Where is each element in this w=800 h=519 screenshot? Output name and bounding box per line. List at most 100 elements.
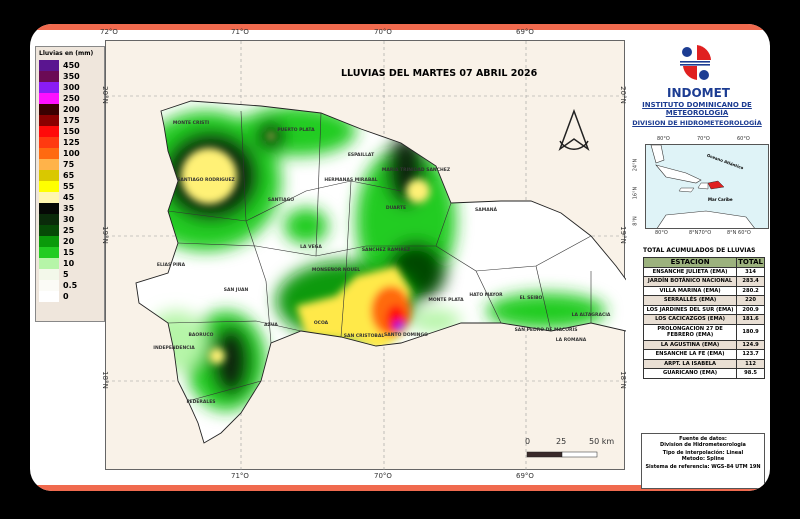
legend-item: 150 <box>39 126 101 137</box>
map-title: LLUVIAS DEL MARTES 07 ABRIL 2026 <box>341 68 538 79</box>
lat-label: 20°N <box>100 86 109 104</box>
inset-lat: 8°N <box>632 216 639 226</box>
legend-item: 100 <box>39 148 101 159</box>
lon-label: 69°O <box>516 472 534 480</box>
legend-swatch <box>39 247 59 258</box>
method: Metodo: Spline <box>681 456 725 462</box>
legend-label: 250 <box>63 94 80 103</box>
north-arrow-icon <box>558 108 590 152</box>
legend-swatch <box>39 269 59 280</box>
total: 200.9 <box>736 304 765 315</box>
table-row: ARPT. LA ISABELA 112 <box>642 358 765 369</box>
col-header: TOTAL <box>736 257 765 268</box>
legend-label: 150 <box>63 127 80 136</box>
inset-lon: 8°N 60°O <box>727 230 751 236</box>
info-panel: INDOMET INSTITUTO DOMINICANO DE METEOROL… <box>627 40 769 489</box>
rainfall-table: ESTACION TOTAL ENSANCHE JULIETA (EMA) 314 J… <box>642 257 765 379</box>
legend-label: 25 <box>63 226 75 235</box>
legend-item: 20 <box>39 236 101 247</box>
legend-title: Lluvias en (mm) <box>39 50 94 57</box>
station: GUARICANO (EMA) <box>642 368 738 379</box>
legend-label: 55 <box>63 182 75 191</box>
legend-label: 65 <box>63 171 75 180</box>
province-label: SAMANÁ <box>475 206 497 213</box>
legend-label: 20 <box>63 237 75 246</box>
legend-swatch <box>39 170 59 181</box>
province-label: SAN PEDRO DE MACORIS <box>515 327 578 333</box>
legend-swatch <box>39 60 59 71</box>
table-row: SERRALLÉS (EMA) 220 <box>642 295 765 306</box>
inset-lon: 8°N70°O <box>689 230 712 236</box>
station: ENSANCHE LA FE (EMA) <box>642 349 738 360</box>
station: ARPT. LA ISABELA <box>642 358 738 369</box>
province-boundaries <box>167 110 592 402</box>
province-label: SANTO DOMINGO <box>384 332 428 338</box>
lat-label: 18°N <box>618 371 627 389</box>
col-header: ESTACION <box>642 257 738 268</box>
total: 314 <box>736 266 765 277</box>
legend-item: 0 <box>39 291 101 302</box>
province-label: INDEPENDENCIA <box>153 345 195 351</box>
province-label: EL SEIBO <box>520 295 543 301</box>
legend-swatch <box>39 126 59 137</box>
legend-item: 15 <box>39 247 101 258</box>
legend-label: 200 <box>63 105 80 114</box>
org-line2: DIVISION DE HIDROMETEOROLOGÍA <box>632 119 762 127</box>
legend-swatch <box>39 214 59 225</box>
province-label: HERMANAS MIRABAL <box>324 177 377 183</box>
province-label: SAN JUAN <box>224 287 249 293</box>
station: PROLONGACION 27 DE FEBRERO (EMA) <box>642 323 738 341</box>
station: ENSANCHE JULIETA (EMA) <box>642 266 738 277</box>
station: VILLA MARINA (EMA) <box>642 285 738 296</box>
legend-item: 10 <box>39 258 101 269</box>
lat-label: 19°N <box>618 226 627 244</box>
province-label: FEDERALES <box>186 399 215 405</box>
legend-swatch <box>39 192 59 203</box>
total: 220 <box>736 295 765 306</box>
legend-item: 450 <box>39 60 101 71</box>
legend-item: 45 <box>39 192 101 203</box>
total: 181.6 <box>736 314 765 325</box>
legend-label: 350 <box>63 72 80 81</box>
lon-label: 71°O <box>231 28 249 36</box>
lat-label: 20°N <box>618 86 627 104</box>
station: JARDÍN BOTÁNICO NACIONAL <box>642 276 738 287</box>
province-label: MONTE PLATA <box>428 297 464 303</box>
legend-swatch <box>39 148 59 159</box>
table-row: JARDÍN BOTÁNICO NACIONAL 283.4 <box>642 276 765 287</box>
total: 283.4 <box>736 276 765 287</box>
province-label: SANCHEZ RAMIREZ <box>362 247 411 253</box>
legend-label: 5 <box>63 270 69 279</box>
province-label: LA VEGA <box>300 244 322 250</box>
province-label: OCOA <box>314 320 329 326</box>
station: LOS JARDINES DEL SUR (EMA) <box>642 304 738 315</box>
legend-item: 175 <box>39 115 101 126</box>
province-label: LA ALTAGRACIA <box>572 312 611 318</box>
legend-swatch <box>39 225 59 236</box>
legend-item: 300 <box>39 82 101 93</box>
legend-item: 30 <box>39 214 101 225</box>
station: SERRALLÉS (EMA) <box>642 295 738 306</box>
table-title: TOTAL ACUMULADOS DE LLUVIAS <box>643 247 756 254</box>
legend-swatch <box>39 181 59 192</box>
legend-label: 30 <box>63 215 75 224</box>
inset-lon: 80°O <box>657 136 670 142</box>
scale-label: 25 <box>556 437 567 446</box>
legend-swatch <box>39 104 59 115</box>
legend-item: 55 <box>39 181 101 192</box>
province-label: MONSEÑOR NOUEL <box>312 266 360 273</box>
map-poster: Lluvias en (mm) 450 350 300 250 200 175 150 125… <box>30 24 770 491</box>
inset-lat: 16°N <box>632 186 639 200</box>
lon-label: 72°O <box>100 28 118 36</box>
org-line1: INSTITUTO DOMINICANO DE METEOROLOGÍA <box>642 101 752 117</box>
legend-swatch <box>39 82 59 93</box>
legend-item: 35 <box>39 203 101 214</box>
legend-label: 75 <box>63 160 75 169</box>
inset-lon: 60°O <box>737 136 750 142</box>
inset-label: Mar Caribe <box>708 197 733 202</box>
legend-item: 125 <box>39 137 101 148</box>
org-name: INDOMET <box>667 86 730 100</box>
province-label: MARIA TRINIDAD SANCHEZ <box>382 167 451 173</box>
lon-label: 71°O <box>231 472 249 480</box>
province-label: DUARTE <box>386 205 406 211</box>
